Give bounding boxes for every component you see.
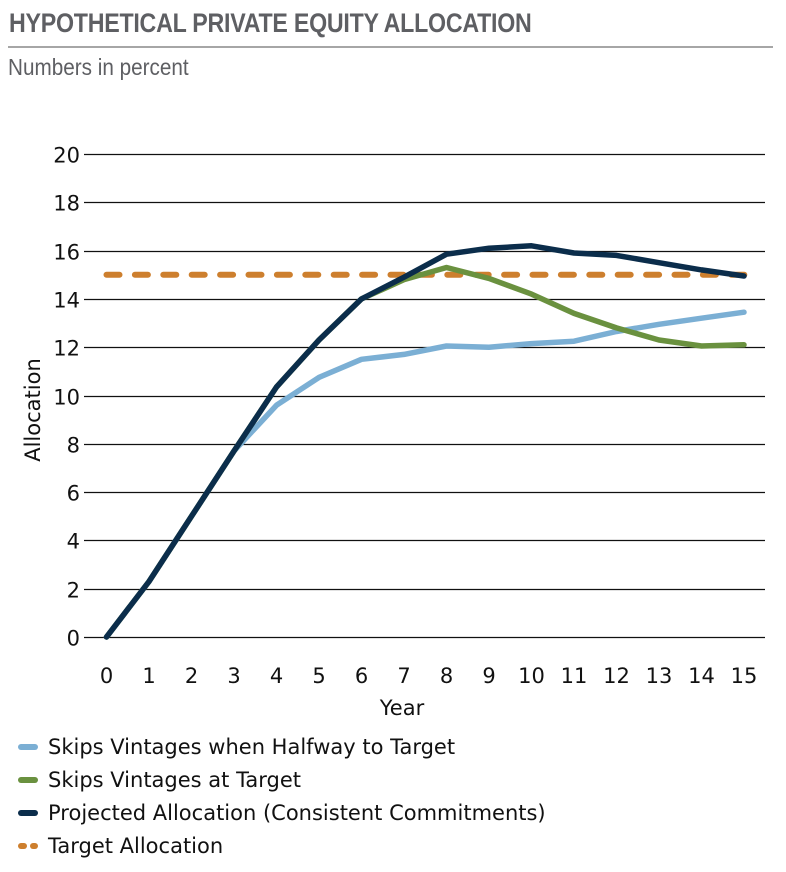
- x-tick-label: 7: [397, 664, 410, 688]
- x-tick-label: 6: [355, 664, 368, 688]
- legend-label: Skips Vintages at Target: [48, 767, 302, 792]
- y-axis-ticks: 0 2 4 6 8 10 12 14 16 18 20: [53, 144, 80, 651]
- x-tick-label: 4: [270, 664, 283, 688]
- y-tick-label: 10: [53, 386, 80, 410]
- chart-subtitle: Numbers in percent: [8, 54, 189, 80]
- x-tick-label: 1: [142, 664, 155, 688]
- chart-title: HYPOTHETICAL PRIVATE EQUITY ALLOCATION: [9, 8, 532, 38]
- y-tick-label: 18: [53, 192, 80, 216]
- legend-label: Target Allocation: [48, 833, 224, 858]
- series-line-2: [103, 243, 747, 640]
- legend-swatch: [18, 776, 38, 783]
- legend-label: Projected Allocation (Consistent Commitm…: [48, 800, 546, 825]
- legend-item: Target Allocation: [18, 829, 546, 862]
- y-axis-title: Allocation: [21, 358, 45, 462]
- legend-label: Skips Vintages when Halfway to Target: [48, 734, 456, 759]
- x-tick-label: 12: [603, 664, 630, 688]
- x-tick-label: 10: [518, 664, 545, 688]
- gridlines: [84, 153, 765, 639]
- y-tick-label: 16: [53, 241, 80, 265]
- y-tick-label: 0: [67, 627, 80, 651]
- y-tick-label: 2: [67, 579, 80, 603]
- x-tick-label: 0: [100, 664, 113, 688]
- y-tick-label: 12: [53, 337, 80, 361]
- legend-swatch: [18, 842, 38, 849]
- legend-item: Projected Allocation (Consistent Commitm…: [18, 796, 546, 829]
- y-tick-label: 4: [67, 530, 80, 554]
- x-tick-label: 9: [482, 664, 495, 688]
- x-tick-label: 3: [227, 664, 240, 688]
- chart-legend: Skips Vintages when Halfway to Target Ski…: [18, 730, 546, 862]
- x-tick-label: 13: [646, 664, 673, 688]
- x-tick-label: 14: [688, 664, 715, 688]
- legend-item: Skips Vintages when Halfway to Target: [18, 730, 546, 763]
- series-lines: [103, 243, 749, 640]
- y-tick-label: 6: [67, 482, 80, 506]
- y-tick-label: 14: [53, 289, 80, 313]
- title-separator: [8, 46, 773, 48]
- series-line-1: [103, 264, 747, 640]
- x-tick-label: 11: [561, 664, 588, 688]
- series-line-0: [103, 309, 747, 640]
- x-axis-ticks: 0 1 2 3 4 5 6 7 8 9 10 11 12 13 14 15: [100, 664, 758, 688]
- x-tick-label: 15: [731, 664, 758, 688]
- x-axis-title: Year: [379, 696, 425, 720]
- y-tick-label: 8: [67, 434, 80, 458]
- y-tick-label: 20: [53, 144, 80, 168]
- legend-swatch: [18, 743, 38, 750]
- legend-swatch: [18, 809, 38, 816]
- legend-item: Skips Vintages at Target: [18, 763, 546, 796]
- x-tick-label: 2: [185, 664, 198, 688]
- x-tick-label: 8: [440, 664, 453, 688]
- x-tick-label: 5: [312, 664, 325, 688]
